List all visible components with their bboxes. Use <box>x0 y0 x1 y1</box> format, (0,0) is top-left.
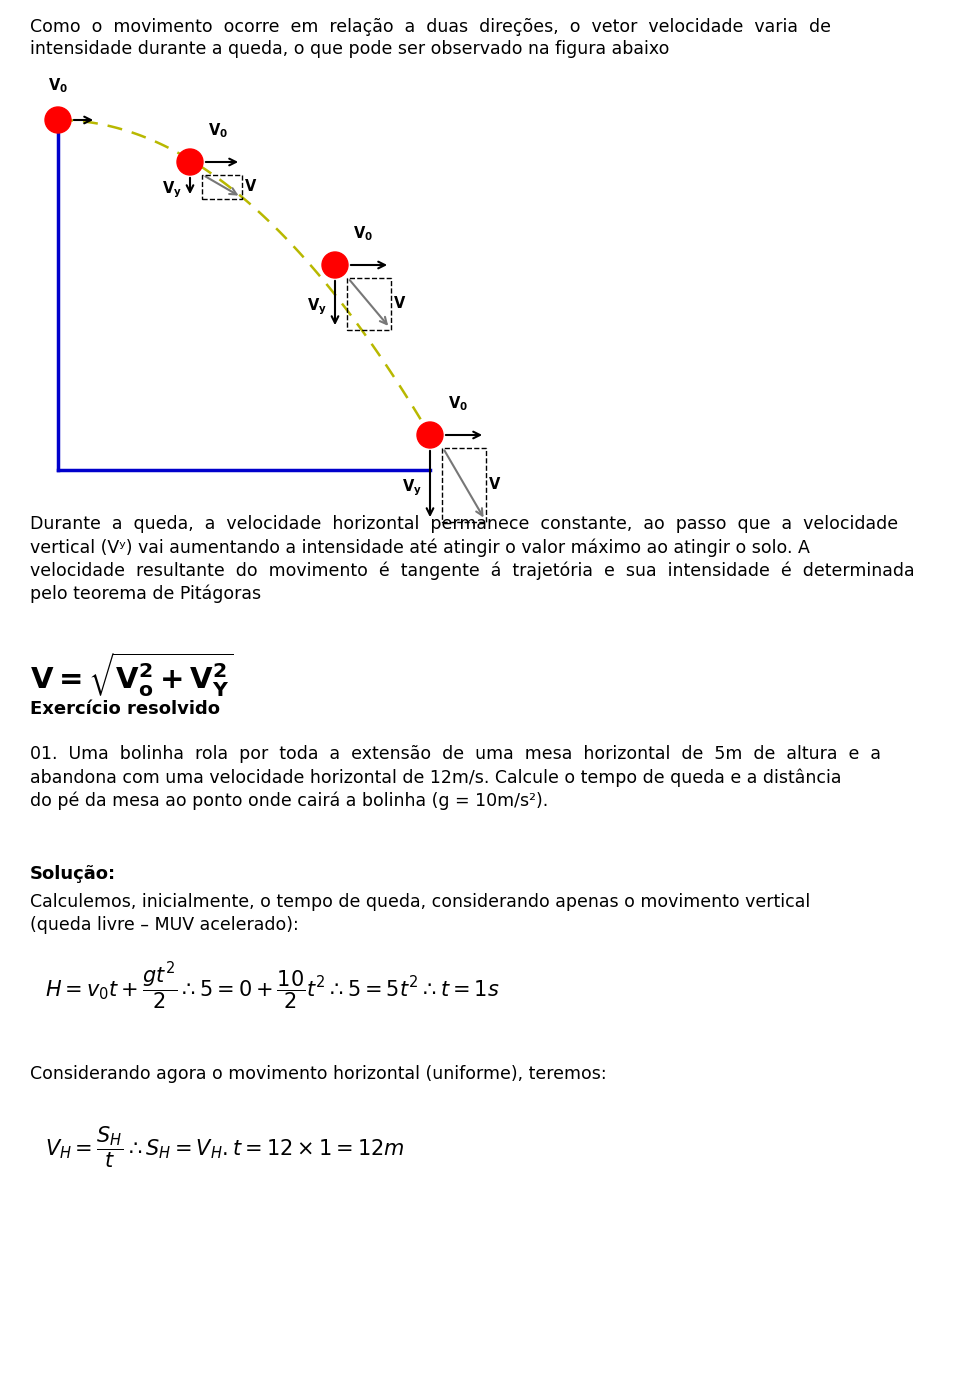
Text: $\mathbf{V_0}$: $\mathbf{V_0}$ <box>448 395 468 413</box>
Text: (queda livre – MUV acelerado):: (queda livre – MUV acelerado): <box>30 916 299 934</box>
Text: do pé da mesa ao ponto onde cairá a bolinha (g = 10m/s²).: do pé da mesa ao ponto onde cairá a boli… <box>30 791 548 809</box>
Text: $\mathbf{V_y}$: $\mathbf{V_y}$ <box>307 297 327 318</box>
Text: vertical (Vʸ) vai aumentando a intensidade até atingir o valor máximo ao atingir: vertical (Vʸ) vai aumentando a intensida… <box>30 539 810 557</box>
Text: $\mathbf{V_0}$: $\mathbf{V_0}$ <box>353 224 373 243</box>
Text: $\mathbf{V}$: $\mathbf{V}$ <box>244 178 257 193</box>
Text: $\mathbf{V}$: $\mathbf{V}$ <box>488 476 501 492</box>
Bar <box>347 278 391 330</box>
Text: pelo teorema de Pitágoras: pelo teorema de Pitágoras <box>30 584 261 602</box>
Text: $\mathbf{V_0}$: $\mathbf{V_0}$ <box>48 76 68 95</box>
Text: $\mathbf{V}$: $\mathbf{V}$ <box>393 296 406 311</box>
Text: velocidade  resultante  do  movimento  é  tangente  á  trajetória  e  sua  inten: velocidade resultante do movimento é tan… <box>30 561 915 580</box>
Text: abandona com uma velocidade horizontal de 12m/s. Calcule o tempo de queda e a di: abandona com uma velocidade horizontal d… <box>30 768 842 787</box>
Circle shape <box>177 149 203 175</box>
Text: Como  o  movimento  ocorre  em  relação  a  duas  direções,  o  vetor  velocidad: Como o movimento ocorre em relação a dua… <box>30 18 831 36</box>
Text: Considerando agora o movimento horizontal (uniforme), teremos:: Considerando agora o movimento horizonta… <box>30 1065 607 1083</box>
Text: Solução:: Solução: <box>30 865 116 882</box>
Text: Exercício resolvido: Exercício resolvido <box>30 700 220 718</box>
Text: Calculemos, inicialmente, o tempo de queda, considerando apenas o movimento vert: Calculemos, inicialmente, o tempo de que… <box>30 894 810 911</box>
Text: Durante  a  queda,  a  velocidade  horizontal  permanece  constante,  ao  passo : Durante a queda, a velocidade horizontal… <box>30 515 899 533</box>
Bar <box>202 175 242 199</box>
Text: $V_H = \dfrac{S_H}{t} \therefore S_H = V_H . t = 12 \times 1 = 12m$: $V_H = \dfrac{S_H}{t} \therefore S_H = V… <box>45 1126 404 1170</box>
Bar <box>442 447 486 522</box>
Text: $\mathbf{V_y}$: $\mathbf{V_y}$ <box>402 478 422 499</box>
Circle shape <box>322 251 348 278</box>
Circle shape <box>45 106 71 133</box>
Circle shape <box>417 423 443 447</box>
Text: 01.  Uma  bolinha  rola  por  toda  a  extensão  de  uma  mesa  horizontal  de  : 01. Uma bolinha rola por toda a extensão… <box>30 744 881 762</box>
Text: $H = v_0t + \dfrac{gt^2}{2} \therefore 5 = 0 + \dfrac{10}{2}t^2 \therefore 5 = 5: $H = v_0t + \dfrac{gt^2}{2} \therefore 5… <box>45 960 499 1012</box>
Text: $\mathbf{V_0}$: $\mathbf{V_0}$ <box>208 122 228 139</box>
Text: $\mathbf{V = \sqrt{V_o^2 + V_Y^2}}$: $\mathbf{V = \sqrt{V_o^2 + V_Y^2}}$ <box>30 650 233 699</box>
Text: intensidade durante a queda, o que pode ser observado na figura abaixo: intensidade durante a queda, o que pode … <box>30 40 669 58</box>
Text: $\mathbf{V_y}$: $\mathbf{V_y}$ <box>162 180 182 200</box>
